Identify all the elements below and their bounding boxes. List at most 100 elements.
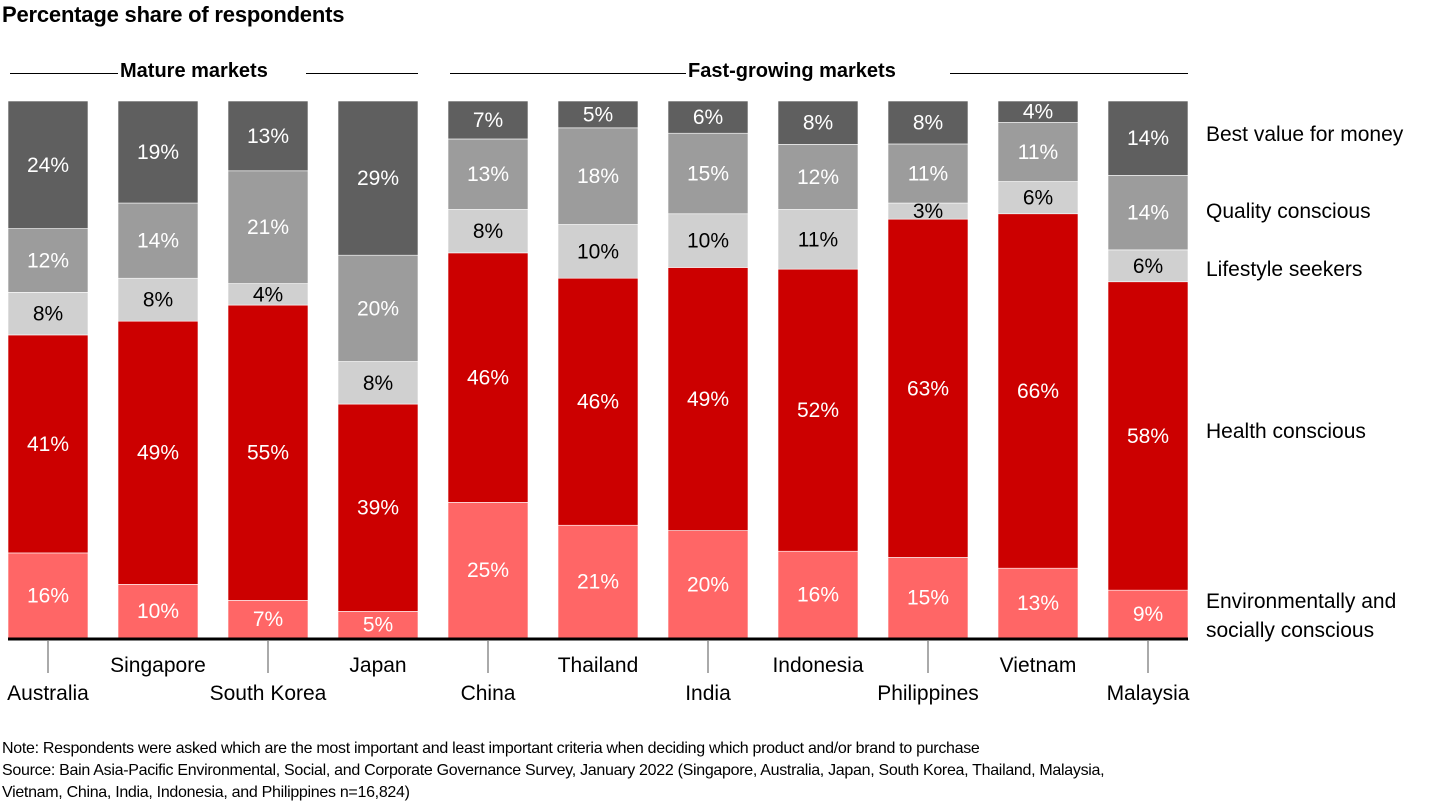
bar-segment-singapore-best-value-for-money bbox=[117, 100, 199, 204]
category-label-philippines: Philippines bbox=[877, 682, 979, 705]
group-label-mature-markets: Mature markets bbox=[118, 60, 270, 83]
bar-segment-malaysia-lifestyle-seekers bbox=[1107, 249, 1189, 283]
data-label-philippines-health-conscious: 63% bbox=[907, 377, 949, 400]
data-label-thailand-quality-conscious: 18% bbox=[577, 165, 619, 188]
data-label-thailand-environmentally-and-socially-conscious: 21% bbox=[577, 571, 619, 594]
legend-label-quality-conscious: Quality conscious bbox=[1206, 200, 1371, 223]
group-label-fast-growing-markets: Fast-growing markets bbox=[686, 60, 898, 83]
bar-segment-vietnam-environmentally-and-socially-conscious bbox=[997, 567, 1079, 639]
bar-segment-south-korea-best-value-for-money bbox=[227, 100, 309, 172]
data-label-indonesia-lifestyle-seekers: 11% bbox=[798, 228, 838, 251]
data-label-australia-environmentally-and-socially-conscious: 16% bbox=[27, 584, 69, 607]
legend-label-lifestyle-seekers: Lifestyle seekers bbox=[1206, 258, 1362, 281]
bar-segment-philippines-environmentally-and-socially-conscious bbox=[887, 557, 969, 639]
bar-segment-japan-best-value-for-money bbox=[337, 100, 419, 256]
bar-segment-japan-quality-conscious bbox=[337, 254, 419, 362]
bar-segment-south-korea-health-conscious bbox=[227, 304, 309, 601]
bar-segment-china-environmentally-and-socially-conscious bbox=[447, 502, 529, 639]
bar-segment-australia-quality-conscious bbox=[7, 228, 89, 293]
data-label-south-korea-environmentally-and-socially-conscious: 7% bbox=[253, 608, 283, 631]
data-label-vietnam-environmentally-and-socially-conscious: 13% bbox=[1017, 592, 1059, 615]
fast-growing-markets-line-right bbox=[950, 73, 1188, 74]
fast-growing-markets-line-left bbox=[450, 73, 686, 74]
bar-segment-thailand-health-conscious bbox=[557, 277, 639, 526]
data-label-japan-health-conscious: 39% bbox=[357, 497, 399, 520]
data-label-philippines-environmentally-and-socially-conscious: 15% bbox=[907, 587, 949, 610]
category-label-india: India bbox=[685, 682, 731, 705]
data-label-south-korea-lifestyle-seekers: 4% bbox=[253, 283, 283, 306]
data-label-india-best-value-for-money: 6% bbox=[693, 106, 723, 129]
data-label-singapore-environmentally-and-socially-conscious: 10% bbox=[137, 600, 179, 623]
data-label-india-lifestyle-seekers: 10% bbox=[687, 230, 729, 253]
chart-source-line-2: Vietnam, China, India, Indonesia, and Ph… bbox=[2, 784, 410, 801]
data-label-vietnam-health-conscious: 66% bbox=[1017, 380, 1059, 403]
category-label-thailand: Thailand bbox=[558, 654, 639, 677]
data-label-australia-best-value-for-money: 24% bbox=[27, 154, 69, 177]
mature-markets-line-left bbox=[10, 73, 118, 74]
legend-label-health-conscious: Health conscious bbox=[1206, 420, 1366, 443]
data-label-china-health-conscious: 46% bbox=[467, 367, 509, 390]
data-label-thailand-health-conscious: 46% bbox=[577, 391, 619, 414]
category-label-south-korea: South Korea bbox=[210, 682, 327, 705]
bar-segment-australia-lifestyle-seekers bbox=[7, 292, 89, 336]
data-label-japan-lifestyle-seekers: 8% bbox=[363, 372, 393, 395]
data-label-malaysia-quality-conscious: 14% bbox=[1127, 202, 1169, 225]
bar-segment-india-lifestyle-seekers bbox=[667, 213, 749, 268]
data-label-thailand-lifestyle-seekers: 10% bbox=[577, 240, 619, 263]
bar-segment-japan-lifestyle-seekers bbox=[337, 361, 419, 405]
mature-markets-line-right bbox=[306, 73, 418, 74]
data-label-japan-quality-conscious: 20% bbox=[357, 297, 399, 320]
data-label-japan-environmentally-and-socially-conscious: 5% bbox=[363, 614, 393, 637]
bar-segment-malaysia-best-value-for-money bbox=[1107, 100, 1189, 176]
data-label-south-korea-best-value-for-money: 13% bbox=[247, 125, 289, 148]
bar-segment-malaysia-environmentally-and-socially-conscious bbox=[1107, 589, 1189, 639]
data-label-indonesia-health-conscious: 52% bbox=[797, 399, 839, 422]
bar-segment-philippines-quality-conscious bbox=[887, 143, 969, 204]
data-label-vietnam-best-value-for-money: 4% bbox=[1023, 101, 1053, 124]
category-label-china: China bbox=[461, 682, 516, 705]
bar-segment-india-quality-conscious bbox=[667, 132, 749, 215]
data-label-australia-quality-conscious: 12% bbox=[27, 250, 69, 273]
data-label-thailand-best-value-for-money: 5% bbox=[583, 103, 613, 126]
data-label-malaysia-lifestyle-seekers: 6% bbox=[1133, 255, 1163, 278]
bar-segment-singapore-lifestyle-seekers bbox=[117, 277, 199, 322]
bar-segment-thailand-quality-conscious bbox=[557, 127, 639, 225]
bar-segment-thailand-lifestyle-seekers bbox=[557, 224, 639, 279]
data-label-vietnam-lifestyle-seekers: 6% bbox=[1023, 187, 1053, 210]
bar-segment-vietnam-lifestyle-seekers bbox=[997, 181, 1079, 215]
bar-segment-japan-environmentally-and-socially-conscious bbox=[337, 611, 419, 639]
legend-label-environmentally-and-socially-conscious-line-1: Environmentally and bbox=[1206, 590, 1396, 613]
category-label-malaysia: Malaysia bbox=[1107, 682, 1190, 705]
legend-label-best-value-for-money: Best value for money bbox=[1206, 123, 1404, 146]
data-label-china-best-value-for-money: 7% bbox=[473, 109, 503, 132]
data-label-singapore-best-value-for-money: 19% bbox=[137, 141, 179, 164]
bar-segment-australia-health-conscious bbox=[7, 334, 89, 554]
bar-segment-philippines-best-value-for-money bbox=[887, 100, 969, 145]
data-label-philippines-lifestyle-seekers: 3% bbox=[913, 200, 943, 223]
data-label-malaysia-health-conscious: 58% bbox=[1127, 425, 1169, 448]
data-label-indonesia-quality-conscious: 12% bbox=[797, 166, 839, 189]
bar-segment-indonesia-best-value-for-money bbox=[777, 100, 859, 145]
data-label-singapore-quality-conscious: 14% bbox=[137, 230, 179, 253]
category-label-vietnam: Vietnam bbox=[1000, 654, 1077, 677]
bar-segment-singapore-quality-conscious bbox=[117, 202, 199, 279]
bar-segment-vietnam-quality-conscious bbox=[997, 122, 1079, 182]
bar-segment-indonesia-lifestyle-seekers bbox=[777, 209, 859, 270]
data-label-india-health-conscious: 49% bbox=[687, 388, 729, 411]
bar-segment-south-korea-quality-conscious bbox=[227, 170, 309, 284]
bar-segment-china-quality-conscious bbox=[447, 138, 529, 210]
data-label-india-environmentally-and-socially-conscious: 20% bbox=[687, 573, 729, 596]
bar-segment-australia-environmentally-and-socially-conscious bbox=[7, 552, 89, 639]
bar-segment-china-health-conscious bbox=[447, 252, 529, 503]
bar-segment-vietnam-best-value-for-money bbox=[997, 100, 1079, 123]
data-label-malaysia-best-value-for-money: 14% bbox=[1127, 127, 1169, 150]
category-label-indonesia: Indonesia bbox=[772, 654, 863, 677]
data-label-indonesia-environmentally-and-socially-conscious: 16% bbox=[797, 584, 839, 607]
category-label-japan: Japan bbox=[349, 654, 406, 677]
data-label-philippines-best-value-for-money: 8% bbox=[913, 111, 943, 134]
data-label-china-lifestyle-seekers: 8% bbox=[473, 220, 503, 243]
bar-segment-australia-best-value-for-money bbox=[7, 100, 89, 229]
bar-segment-vietnam-health-conscious bbox=[997, 213, 1079, 569]
data-label-singapore-lifestyle-seekers: 8% bbox=[143, 289, 173, 312]
data-label-china-environmentally-and-socially-conscious: 25% bbox=[467, 559, 509, 582]
